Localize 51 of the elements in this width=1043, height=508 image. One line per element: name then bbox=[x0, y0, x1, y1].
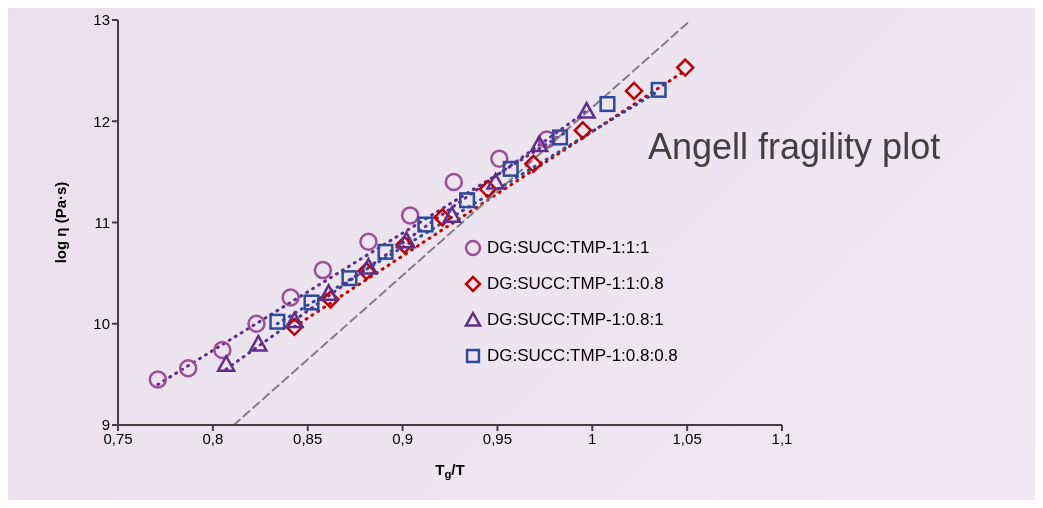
point bbox=[676, 58, 695, 77]
point bbox=[359, 257, 378, 275]
point bbox=[624, 81, 644, 101]
point bbox=[319, 284, 338, 302]
x-tick-label: 0,95 bbox=[482, 429, 513, 447]
point bbox=[285, 311, 304, 329]
point bbox=[577, 101, 596, 119]
point bbox=[486, 172, 505, 190]
point bbox=[313, 260, 333, 280]
point bbox=[459, 192, 476, 209]
point bbox=[529, 135, 549, 153]
point bbox=[341, 270, 358, 287]
legend-label: DG:SUCC:TMP-1:0.8:0.8 bbox=[487, 346, 678, 366]
point bbox=[148, 370, 168, 389]
x-tick-label: 0,8 bbox=[202, 429, 224, 447]
y-tick-label: 13 bbox=[93, 11, 110, 29]
y-tick-label: 11 bbox=[94, 213, 110, 231]
legend-label: DG:SUCC:TMP-1:1:1 bbox=[487, 238, 650, 258]
point bbox=[269, 313, 286, 330]
text: Angell fragility plot bbox=[648, 126, 941, 168]
x-axis-title: T$_{g}$/T bbox=[435, 461, 465, 481]
point bbox=[281, 288, 300, 307]
point bbox=[377, 243, 394, 260]
y-tick-label: 10 bbox=[93, 315, 110, 333]
x-tick-label: 1 bbox=[588, 429, 597, 447]
point bbox=[551, 129, 569, 146]
x-tick-label: 0,9 bbox=[392, 429, 413, 447]
x-tick-label: 1,1 bbox=[771, 429, 793, 447]
point bbox=[573, 121, 593, 140]
legend-label: DG:SUCC:TMP-1:0.8:1 bbox=[487, 310, 664, 330]
x-tick-label: 0,85 bbox=[293, 429, 323, 447]
point bbox=[303, 294, 320, 311]
point bbox=[178, 359, 198, 378]
legend-label: DG:SUCC:TMP-1:1:0.8 bbox=[487, 274, 664, 294]
point bbox=[397, 231, 416, 249]
point bbox=[359, 232, 378, 251]
point bbox=[213, 340, 232, 360]
y-tick-label: 12 bbox=[93, 112, 110, 130]
point bbox=[650, 81, 667, 98]
point bbox=[417, 216, 434, 233]
point bbox=[524, 154, 543, 174]
point bbox=[247, 314, 266, 333]
point bbox=[444, 172, 464, 192]
point bbox=[502, 160, 519, 177]
point bbox=[442, 206, 462, 224]
point bbox=[599, 95, 616, 113]
point bbox=[249, 334, 268, 352]
point bbox=[400, 206, 420, 225]
point bbox=[216, 355, 236, 372]
x-tick-label: 1,05 bbox=[672, 429, 702, 447]
y-axis-title: log η (Pa·s) bbox=[52, 181, 69, 264]
